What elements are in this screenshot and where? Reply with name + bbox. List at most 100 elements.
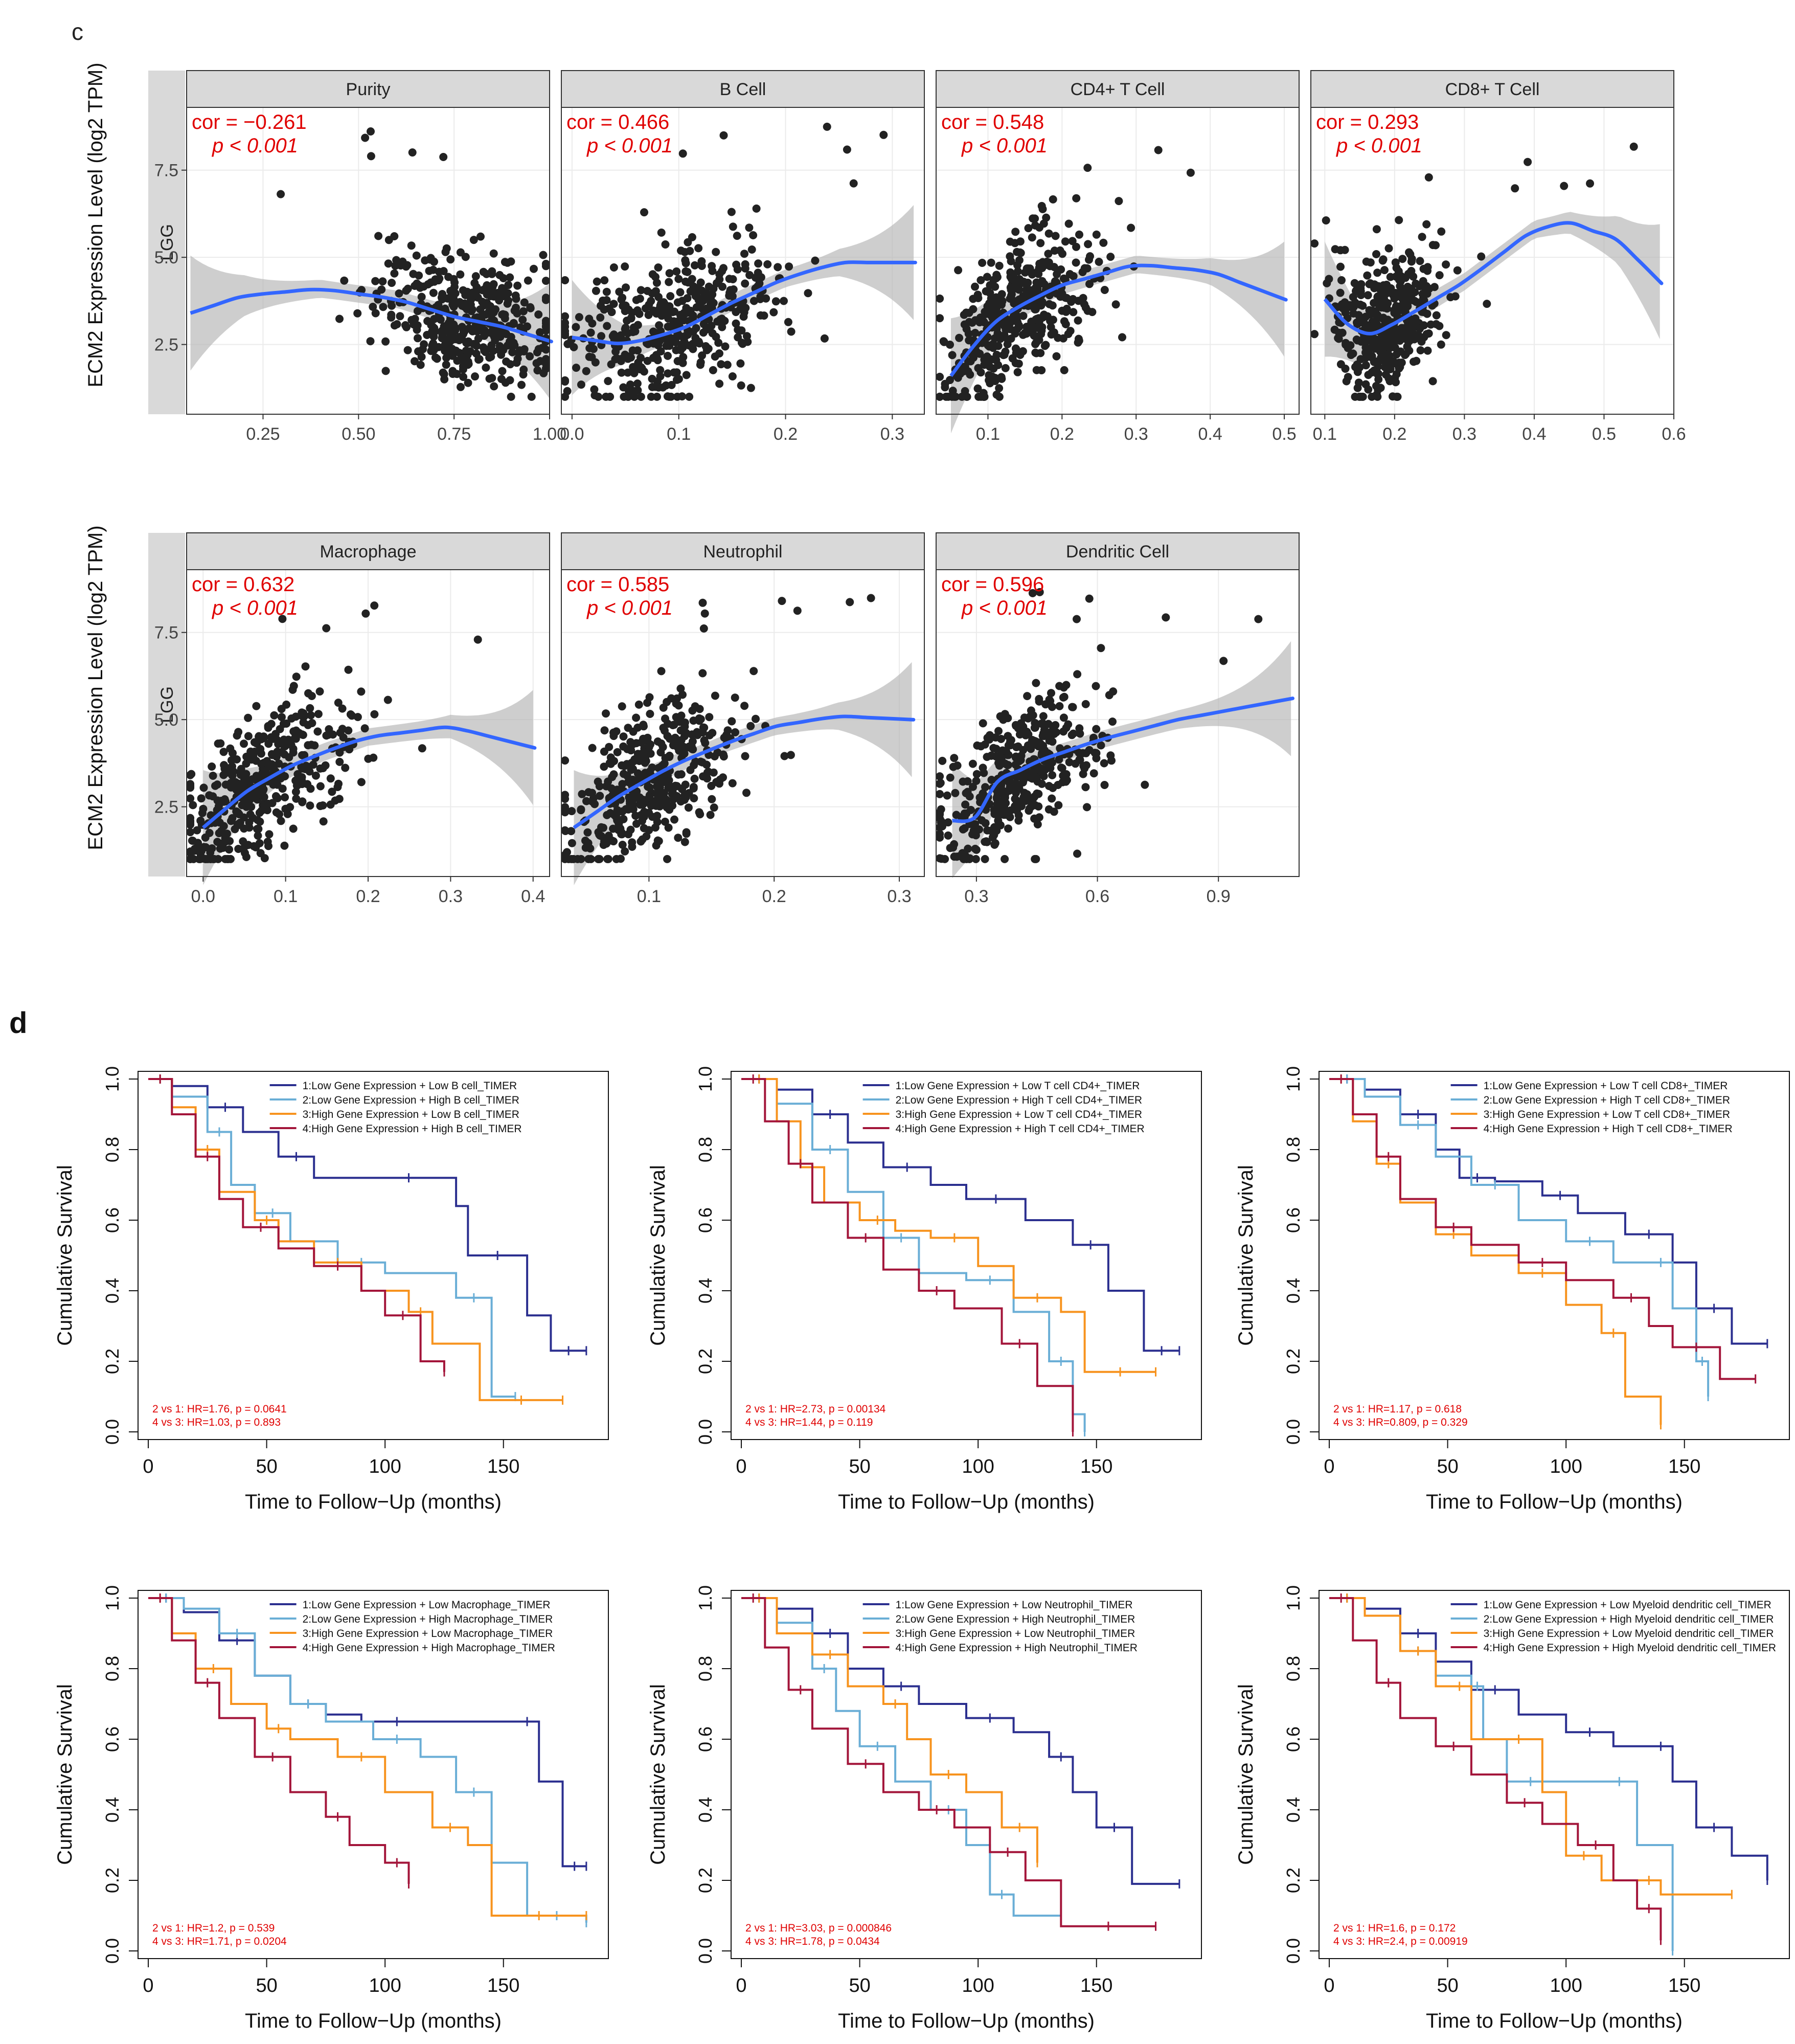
data-point [1059,274,1068,283]
data-point [460,357,468,366]
data-point [640,748,648,756]
data-point [646,767,654,776]
data-point [1325,275,1333,283]
y-tick-label: 0.0 [102,1419,123,1445]
data-point [991,733,1000,742]
data-point [936,779,945,787]
data-point [1387,284,1395,293]
data-point [585,315,594,323]
data-point [1340,245,1349,254]
data-point [756,311,765,320]
data-point [717,360,725,369]
data-point [1336,288,1345,297]
data-point [978,259,987,267]
km-panel-3: 0 50 100 150 0.0 0.2 0.4 0.6 0.8 1.0 Cumulative Su… [1235,1066,1790,1513]
data-point [472,341,481,350]
data-point [652,801,661,810]
data-point [567,807,576,816]
data-point [1023,692,1032,701]
data-point [298,711,306,720]
data-point [811,256,820,265]
data-point [458,323,466,331]
data-point [272,752,281,761]
data-point [1035,588,1044,596]
data-point [771,297,780,306]
panel-strip [936,532,1300,570]
km-frame [138,1590,609,1959]
data-point [728,779,737,788]
data-point [306,801,314,810]
data-point [998,320,1007,328]
data-point [605,304,614,313]
km-panel-4: 0 50 100 150 0.0 0.2 0.4 0.6 0.8 1.0 Cumulative Su… [54,1585,609,2032]
x-tick-label: 0.25 [246,424,280,444]
lgg-strip-label-row1: LGG [157,224,177,261]
data-point [357,778,366,787]
data-point [309,760,317,769]
data-point [360,724,369,733]
data-point [1055,702,1064,710]
data-point [666,292,675,301]
data-point [582,367,590,375]
data-point [1416,257,1424,265]
fit-line [202,725,537,829]
data-point [719,773,727,782]
data-point [1011,344,1020,353]
data-point [381,337,390,346]
data-point [606,392,615,401]
data-point [263,806,271,815]
data-point [408,148,417,157]
data-point [621,847,629,856]
data-point [519,370,528,379]
data-point [641,304,650,312]
data-point [635,793,644,802]
data-point [604,377,612,386]
data-point [749,231,758,239]
data-point [1310,239,1319,248]
data-point [971,282,979,291]
data-point [1127,223,1135,232]
data-point [1405,324,1414,333]
data-point [677,246,685,255]
data-point [1041,341,1050,349]
data-point [636,800,645,809]
data-point [1100,759,1108,768]
data-point [1392,392,1401,401]
data-point [639,734,647,743]
data-point [937,805,945,814]
data-point [661,240,670,249]
x-tick-label: 150 [1668,1975,1700,1996]
p-text: p < 0.001 [586,134,673,157]
data-point [626,825,635,834]
data-point [691,757,700,766]
data-point [595,782,604,791]
data-point [681,259,690,267]
km-xlabel: Time to Follow−Up (months) [838,1491,1095,1513]
data-point [600,837,608,846]
data-point [958,849,967,858]
data-point [992,804,1001,813]
data-point [1060,366,1069,374]
data-point [678,690,687,699]
data-point [950,754,959,762]
data-point [633,379,642,388]
data-point [1049,316,1057,324]
data-point [1385,333,1394,342]
data-point [981,819,990,827]
data-point [634,700,643,709]
y-tick-label: 0.2 [1283,1868,1304,1893]
data-point [490,382,498,391]
data-point [823,122,831,131]
data-point [1048,794,1056,803]
data-point [186,771,195,779]
data-point [1037,779,1046,788]
data-point [567,827,576,836]
km-stat: 4 vs 3: HR=1.78, p = 0.0434 [745,1936,880,1947]
data-point [656,366,665,374]
data-point [603,322,611,330]
data-point [658,383,667,392]
data-point [715,379,724,388]
data-point [698,669,707,678]
data-point [676,288,685,297]
